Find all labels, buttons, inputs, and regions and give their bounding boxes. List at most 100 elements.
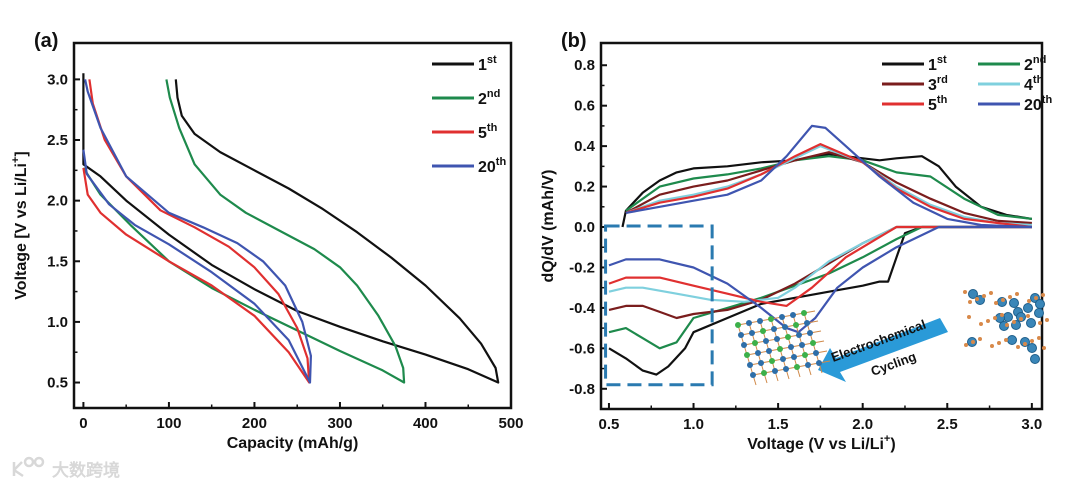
small-atom bbox=[1034, 296, 1038, 300]
legend-item-3rd: 3rd bbox=[882, 74, 948, 94]
lattice-atom bbox=[807, 330, 813, 336]
series-reduction-line-5th bbox=[608, 225, 1032, 307]
lattice-atom bbox=[766, 348, 772, 354]
x-tick-label: 0 bbox=[79, 415, 87, 432]
small-atom bbox=[964, 343, 968, 347]
lattice-atom bbox=[768, 316, 774, 322]
series-reduction-line-20th bbox=[608, 225, 1032, 334]
large-atom bbox=[1034, 308, 1044, 318]
small-atom bbox=[1019, 317, 1023, 321]
small-atom bbox=[994, 301, 998, 305]
lattice-atom bbox=[747, 362, 753, 368]
large-atom bbox=[1030, 354, 1040, 364]
panel-b: (b) 0.5 1.0 1.5 2.0 2.5 3.0 -0.8 -0.6 -0.4 -0.2 0.0… bbox=[540, 30, 1052, 453]
lattice-atom bbox=[752, 340, 758, 346]
y-tick-label: 0.5 bbox=[47, 375, 68, 392]
large-atom bbox=[1007, 335, 1017, 345]
lattice-atom bbox=[758, 360, 764, 366]
panel-a: (a) 0 100 200 300 400 500 0.5 1.0 1.5 2.0 2.5 3.0 Cap… bbox=[10, 30, 524, 452]
y-tick-label: 3.0 bbox=[47, 71, 68, 88]
legend-item-2nd: 2nd bbox=[432, 88, 500, 108]
y-tick-label: 0.4 bbox=[574, 138, 596, 155]
lattice-atom bbox=[755, 350, 761, 356]
series-reduction-line-2nd bbox=[608, 225, 1032, 350]
legend-label: 4th bbox=[1024, 74, 1044, 94]
lattice-atom bbox=[816, 360, 822, 366]
legend-item-1st: 1st bbox=[432, 54, 497, 74]
small-atom bbox=[1012, 320, 1016, 324]
x-tick-label: 400 bbox=[413, 415, 438, 432]
legend-label: 20th bbox=[1024, 94, 1052, 114]
legend: 1st 2nd 3rd 4th 5th 20th bbox=[882, 54, 1052, 114]
x-tick-label: 300 bbox=[327, 415, 352, 432]
small-atom bbox=[1001, 298, 1005, 302]
legend-label: 2nd bbox=[478, 88, 500, 108]
lattice-atom bbox=[746, 320, 752, 326]
watermark-logo bbox=[12, 456, 45, 478]
lattice-atom bbox=[802, 352, 808, 358]
legend-label: 20th bbox=[478, 156, 506, 176]
small-atom bbox=[1016, 345, 1020, 349]
legend-item-20th: 20th bbox=[432, 156, 506, 176]
y-tick-label: 2.0 bbox=[47, 193, 68, 210]
series-reduction-line-1st bbox=[608, 225, 1032, 376]
series-reduction-line-4th bbox=[608, 225, 1032, 303]
series-line-2nd bbox=[625, 155, 1033, 220]
x-axis-label: Voltage (V vs Li/Li+) bbox=[747, 433, 895, 453]
lattice-atom bbox=[749, 330, 755, 336]
large-atom bbox=[1035, 299, 1045, 309]
small-atom bbox=[1030, 339, 1034, 343]
lattice-atom bbox=[785, 334, 791, 340]
lattice-atom bbox=[788, 344, 794, 350]
small-atom bbox=[963, 290, 967, 294]
panel-label: (a) bbox=[34, 30, 58, 52]
small-atom bbox=[1041, 293, 1045, 297]
legend-item-2nd: 2nd bbox=[978, 54, 1046, 74]
small-atom bbox=[979, 322, 983, 326]
y-tick-label: -0.4 bbox=[569, 300, 596, 317]
y-tick-label: 1.0 bbox=[47, 314, 68, 331]
legend-label: 5th bbox=[928, 94, 948, 114]
large-atom bbox=[1009, 298, 1019, 308]
lattice-atom bbox=[783, 366, 789, 372]
lattice-atom bbox=[794, 364, 800, 370]
lattice-atom bbox=[738, 332, 744, 338]
x-tick-label: 0.5 bbox=[599, 416, 620, 433]
series-line-5th bbox=[625, 143, 1033, 229]
y-tick-label: -0.2 bbox=[569, 259, 595, 276]
lattice-atom bbox=[771, 326, 777, 332]
small-atom bbox=[1000, 313, 1004, 317]
small-atom bbox=[968, 300, 972, 304]
lattice-atom bbox=[793, 322, 799, 328]
y-tick-label: -0.6 bbox=[569, 340, 595, 357]
small-atom bbox=[978, 337, 982, 341]
disordered-structure-illustration bbox=[963, 289, 1049, 364]
x-tick-label: 100 bbox=[156, 415, 181, 432]
lattice-atom bbox=[782, 324, 788, 330]
cycling-arrow-icon bbox=[818, 318, 948, 382]
legend-label: 5th bbox=[478, 122, 498, 142]
x-axis-label: Capacity (mAh/g) bbox=[227, 435, 359, 452]
lattice-atom bbox=[769, 358, 775, 364]
legend-item-20th: 20th bbox=[978, 94, 1052, 114]
lattice-atom bbox=[790, 312, 796, 318]
y-tick-label: 0.2 bbox=[574, 179, 595, 196]
large-atom bbox=[1023, 303, 1033, 313]
x-tick-label: 1.5 bbox=[768, 416, 789, 433]
small-atom bbox=[990, 344, 994, 348]
small-atom bbox=[1026, 314, 1030, 318]
series-line-2nd bbox=[82, 79, 406, 384]
small-atom bbox=[1042, 346, 1046, 350]
plot-frame bbox=[599, 41, 1044, 411]
legend-label: 2nd bbox=[1024, 54, 1046, 74]
lattice-atom bbox=[774, 336, 780, 342]
series-line-1st bbox=[82, 73, 500, 384]
small-atom bbox=[971, 340, 975, 344]
x-tick-label: 1.0 bbox=[683, 416, 704, 433]
small-atom bbox=[1045, 318, 1049, 322]
lattice-atom bbox=[761, 370, 767, 376]
small-atom bbox=[1004, 338, 1008, 342]
small-atom bbox=[993, 316, 997, 320]
x-tick-label: 2.0 bbox=[852, 416, 873, 433]
